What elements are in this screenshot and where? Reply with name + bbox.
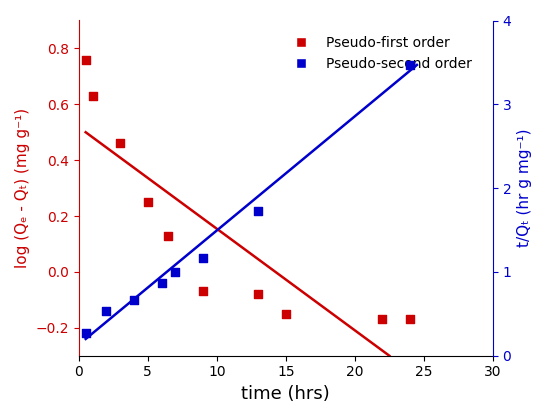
Point [254,291,263,298]
Point [157,280,166,286]
Point [406,61,415,68]
X-axis label: time (hrs): time (hrs) [241,385,330,403]
Point [88,92,97,99]
Point [130,296,138,303]
Point [254,207,263,214]
Legend: Pseudo-first order, Pseudo-second order: Pseudo-first order, Pseudo-second order [282,31,478,77]
Point [378,316,387,323]
Point [116,140,125,147]
Point [282,311,290,317]
Point [199,288,207,295]
Point [171,269,180,275]
Point [406,316,415,323]
Point [164,232,173,239]
Point [143,199,152,205]
Point [102,308,110,315]
Point [82,56,90,63]
Point [82,330,90,336]
Y-axis label: log (Qₑ - Qₜ) (mg g⁻¹): log (Qₑ - Qₜ) (mg g⁻¹) [15,108,30,268]
Y-axis label: t/Qₜ (hr g mg⁻¹): t/Qₜ (hr g mg⁻¹) [517,129,532,247]
Point [199,254,207,261]
